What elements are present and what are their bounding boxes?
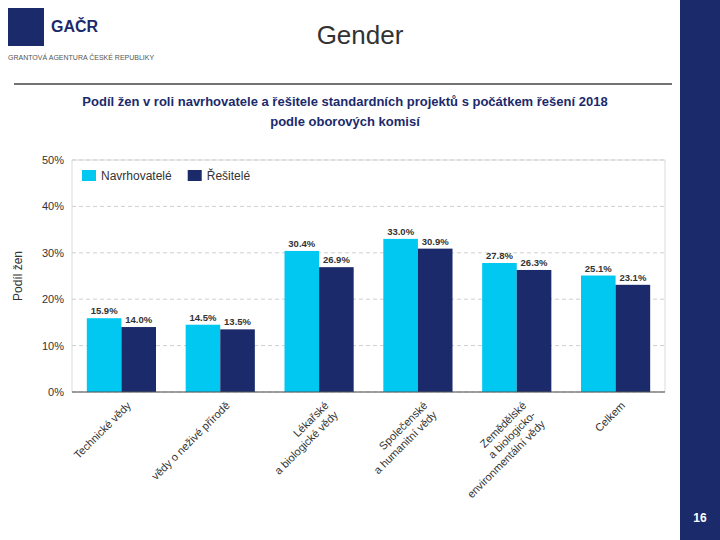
- separator: [14, 83, 672, 85]
- data-label: 15.9%: [91, 305, 118, 316]
- subtitle: podle oborových komisí: [270, 114, 420, 129]
- x-tick-label: vědy o neživé přírodě: [149, 399, 232, 482]
- data-label: 30.4%: [288, 238, 315, 249]
- grid-line: [72, 299, 665, 300]
- bars: [87, 239, 650, 392]
- logo-text: GAČR: [51, 17, 99, 35]
- bar: [220, 329, 255, 392]
- x-tick-label: Celkem: [592, 399, 627, 434]
- x-tick-label: Společenskéa humanitní vědy: [362, 399, 439, 476]
- bar: [418, 249, 453, 392]
- bar: [482, 263, 517, 392]
- side-bar: [680, 0, 720, 540]
- legend-swatch: [188, 170, 202, 181]
- y-tick-label: 50%: [42, 154, 64, 166]
- legend-swatch: [82, 170, 96, 181]
- chart: 16 GAČR GRANTOVÁ AGENTURA ČESKÉ REPUBLIKY G…: [0, 0, 720, 540]
- background: [0, 0, 720, 540]
- x-axis-line: [72, 392, 665, 393]
- data-label: 14.5%: [189, 312, 216, 323]
- data-label: 14.0%: [125, 314, 152, 325]
- bar: [517, 270, 552, 392]
- data-label: 23.1%: [619, 272, 646, 283]
- subtitle: Podíl žen v roli navrhovatele a řešitele…: [82, 94, 607, 109]
- y-axis-label: Podíl žen: [11, 251, 25, 301]
- data-label: 30.9%: [422, 236, 449, 247]
- x-tick-label: Zemědělskéa biologicko-environmentální v…: [446, 399, 547, 500]
- grid-line: [72, 206, 665, 207]
- x-axis: Technické vědy vědy o neživé přírodě Lékař…: [71, 399, 627, 500]
- data-label: 26.9%: [323, 254, 350, 265]
- bar: [383, 239, 418, 392]
- data-label: 33.0%: [387, 226, 414, 237]
- grid-line: [72, 392, 665, 393]
- bar: [87, 318, 122, 392]
- bar: [616, 285, 651, 392]
- y-tick-label: 40%: [42, 200, 64, 212]
- x-tick-label: Technické vědy: [71, 399, 133, 461]
- legend: Navrhovatelé Řešitelé: [82, 168, 250, 183]
- y-axis: 0% 10% 20% 30% 40% 50%: [42, 154, 665, 398]
- bar: [284, 251, 319, 392]
- grid-line: [72, 345, 665, 346]
- data-label: 26.3%: [521, 257, 548, 268]
- data-labels: 15.9% 14.5% 30.4% 33.0% 27.8% 25.1% 14.0% 13.5%…: [91, 226, 647, 327]
- plot-frame: [72, 160, 665, 392]
- bar: [186, 325, 221, 392]
- data-label: 13.5%: [224, 316, 251, 327]
- bar: [581, 276, 616, 392]
- y-tick-label: 20%: [42, 293, 64, 305]
- data-label: 25.1%: [585, 263, 612, 274]
- logo-mark: [8, 8, 44, 46]
- bar: [121, 327, 156, 392]
- bar: [319, 267, 354, 392]
- y-tick-label: 10%: [42, 340, 64, 352]
- y-tick-label: 30%: [42, 247, 64, 259]
- y-tick-label: 0%: [48, 386, 64, 398]
- logo-subtext: GRANTOVÁ AGENTURA ČESKÉ REPUBLIKY: [8, 53, 154, 61]
- page-number: 16: [693, 511, 707, 525]
- legend-label: Navrhovatelé: [101, 169, 172, 183]
- legend-label: Řešitelé: [207, 168, 251, 183]
- data-label: 27.8%: [486, 250, 513, 261]
- x-tick-label: Lékařskéa biologické vědy: [263, 399, 341, 477]
- grid-line: [72, 252, 665, 253]
- title: Gender: [317, 20, 404, 50]
